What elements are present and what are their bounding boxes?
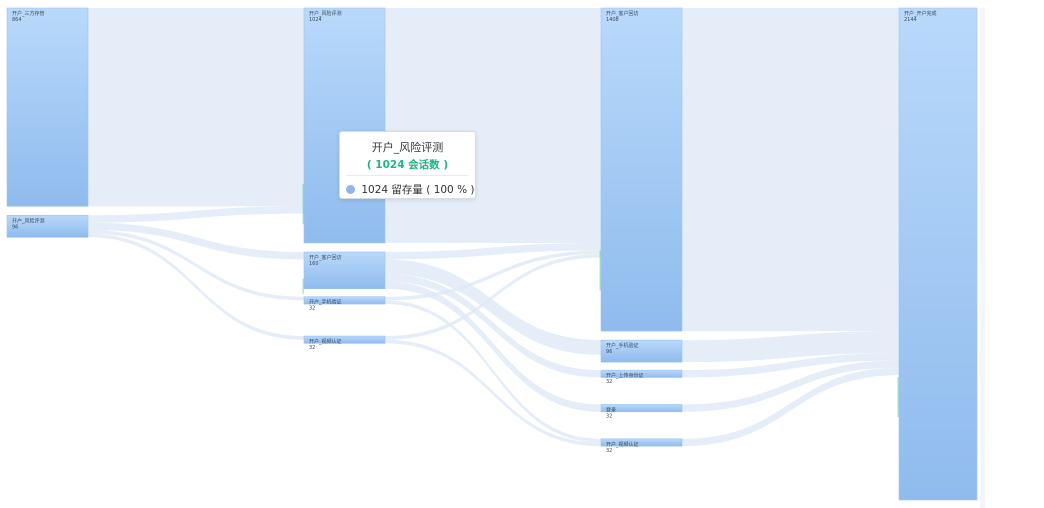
sankey-node-label: 开户_客户回访 bbox=[309, 254, 342, 261]
sankey-node-label: 登录 bbox=[606, 406, 616, 413]
sankey-node-value: 32 bbox=[309, 345, 315, 351]
nodes-layer: 开户_三方存管864开户_风险评测96开户_风险评测1024开户_客户回访160… bbox=[6, 7, 978, 501]
sankey-link[interactable] bbox=[682, 360, 899, 412]
sankey-node-value: 160 bbox=[309, 261, 319, 267]
sankey-node-value: 2144 bbox=[904, 17, 917, 23]
sankey-node-label: 开户_风险评测 bbox=[309, 10, 342, 17]
sankey-link[interactable] bbox=[385, 250, 601, 301]
retention-dot-icon bbox=[346, 185, 355, 194]
sankey-node-bar[interactable] bbox=[303, 296, 386, 305]
sankey-node-bar[interactable] bbox=[303, 7, 386, 244]
sankey-node-value: 32 bbox=[606, 448, 612, 454]
sankey-node-accent bbox=[302, 184, 304, 225]
sankey-link[interactable] bbox=[385, 281, 601, 412]
tooltip-retention-row: 1024 留存量 ( 100 % ) bbox=[346, 182, 475, 197]
sankey-node-bar[interactable] bbox=[600, 369, 683, 378]
sankey-node-label: 开户_手机验证 bbox=[606, 342, 639, 349]
sankey-link[interactable] bbox=[88, 206, 304, 223]
sankey-node-bar[interactable] bbox=[303, 335, 386, 344]
sankey-node-label: 开户_视频认证 bbox=[309, 338, 342, 345]
sankey-link[interactable] bbox=[682, 331, 899, 363]
sankey-link[interactable] bbox=[682, 367, 899, 447]
sankey-node-label: 开户_风险评测 bbox=[12, 217, 45, 224]
sankey-link[interactable] bbox=[88, 233, 304, 340]
sankey-node-value: 96 bbox=[606, 349, 612, 355]
sankey-node-label: 开户_视频认证 bbox=[606, 441, 639, 448]
sankey-link[interactable] bbox=[88, 222, 304, 260]
sankey-node-bar[interactable] bbox=[600, 7, 683, 332]
sankey-node-label: 开户_手机验证 bbox=[309, 299, 342, 306]
sankey-link[interactable] bbox=[682, 353, 899, 378]
sankey-node-bar[interactable] bbox=[6, 7, 89, 207]
sankey-node-accent bbox=[302, 278, 304, 294]
sankey-link[interactable] bbox=[88, 229, 304, 301]
sankey-node-label: 开户_开户完成 bbox=[904, 10, 937, 17]
sankey-link[interactable] bbox=[385, 300, 601, 443]
sankey-link[interactable] bbox=[682, 8, 899, 332]
links-layer bbox=[88, 8, 899, 447]
sankey-node-bar[interactable] bbox=[6, 214, 89, 238]
sankey-node-bar[interactable] bbox=[600, 404, 683, 413]
tooltip-retention-value: 1024 bbox=[361, 184, 389, 196]
sankey-node-label: 开户_上传身份证 bbox=[606, 372, 644, 379]
tooltip-retention-label: 留存量 bbox=[391, 184, 423, 196]
sankey-link[interactable] bbox=[385, 259, 601, 355]
sankey-node-bar[interactable] bbox=[303, 251, 386, 290]
sankey-node-bar[interactable] bbox=[600, 438, 683, 447]
sankey-link[interactable] bbox=[88, 8, 304, 207]
sankey-node-value: 32 bbox=[309, 306, 315, 312]
scrollbar-track[interactable] bbox=[980, 8, 985, 508]
sankey-link[interactable] bbox=[385, 339, 601, 447]
sankey-node-value: 1408 bbox=[606, 17, 619, 23]
tooltip-sessions: ( 1024 会话数 ) bbox=[366, 159, 449, 171]
sankey-node-label: 开户_三方存管 bbox=[12, 10, 45, 17]
sankey-node-value: 1024 bbox=[309, 17, 322, 23]
sankey-node-value: 32 bbox=[606, 413, 612, 419]
sankey-link[interactable] bbox=[385, 8, 601, 243]
sankey-node-bar[interactable] bbox=[898, 7, 978, 501]
sankey-link[interactable] bbox=[385, 274, 601, 378]
sankey-node-accent bbox=[599, 250, 601, 291]
sankey-link[interactable] bbox=[385, 254, 601, 340]
sankey-node-value: 32 bbox=[606, 379, 612, 385]
sankey-node-accent bbox=[897, 377, 899, 417]
sankey-node-label: 开户_客户回访 bbox=[606, 10, 639, 17]
node-tooltip: 开户_风险评测 ( 1024 会话数 ) 1024 留存量 ( 100 % ) bbox=[339, 131, 476, 199]
tooltip-divider bbox=[347, 175, 468, 176]
sankey-node-value: 96 bbox=[12, 224, 18, 230]
sankey-link[interactable] bbox=[385, 242, 601, 260]
tooltip-retention-pct: ( 100 % ) bbox=[426, 184, 475, 196]
sankey-node-value: 864 bbox=[12, 17, 22, 23]
sankey-node-bar[interactable] bbox=[600, 339, 683, 363]
tooltip-title: 开户_风险评测 bbox=[371, 141, 444, 154]
